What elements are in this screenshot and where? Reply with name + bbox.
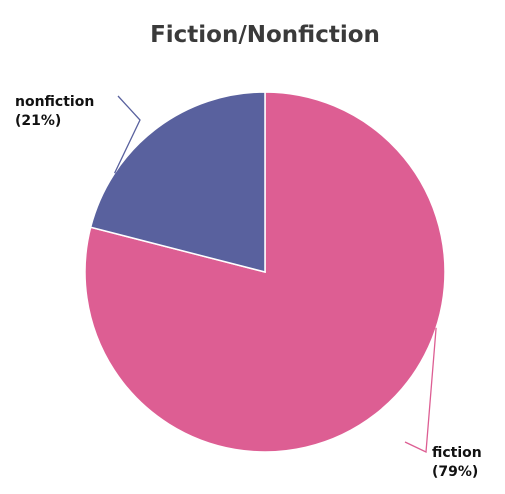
pie-slice-nonfiction: [89, 91, 266, 273]
slice-labels: fiction (79%) nonfiction (21%): [15, 94, 482, 480]
slice-label-nonfiction: nonfiction (21%): [15, 94, 94, 129]
leader-lines: [114, 95, 437, 453]
slice-label-fiction-line2: (79%): [432, 464, 478, 480]
slice-label-fiction: fiction (79%): [432, 445, 482, 480]
slice-label-nonfiction-line1: nonfiction: [15, 94, 94, 110]
chart-title: Fiction/Nonfiction: [150, 22, 380, 48]
slice-label-nonfiction-line2: (21%): [15, 113, 61, 129]
slice-label-fiction-line1: fiction: [432, 445, 482, 461]
pie-slice-fiction: [84, 91, 446, 453]
leader-line-fiction: [404, 327, 437, 453]
pie-slices: [84, 91, 446, 453]
leader-line-nonfiction: [114, 95, 141, 174]
